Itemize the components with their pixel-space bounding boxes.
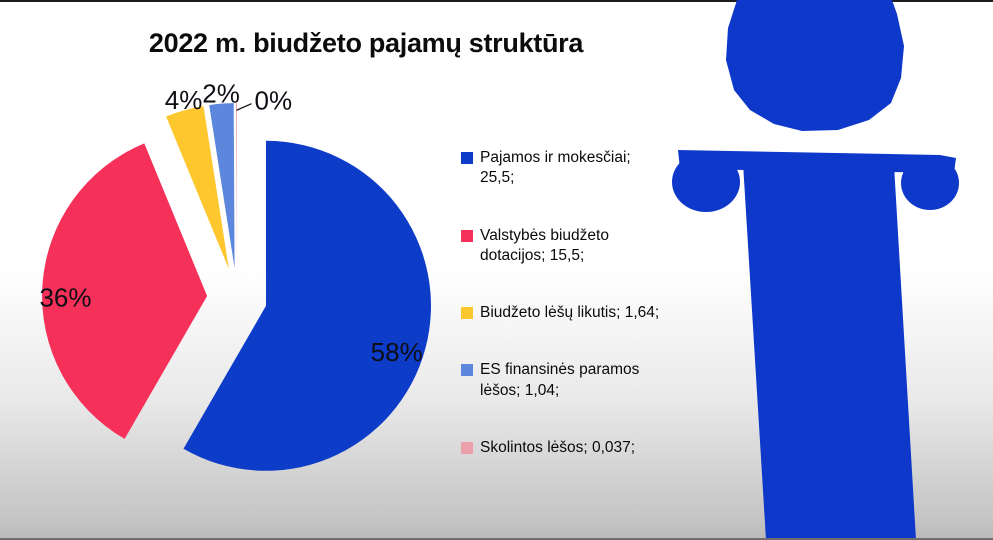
pie-slice-1: [183, 140, 431, 471]
pie-slice-2: [42, 143, 208, 439]
pie-percent-label: 58%: [371, 337, 423, 367]
legend-swatch: [461, 364, 473, 377]
column-volute-right: [901, 156, 959, 210]
legend-label: Skolintos lėšos; 0,037;: [480, 438, 636, 456]
pie-slice-3: [166, 106, 229, 270]
legend-item-1: Pajamos ir mokesčiai; 25,5;: [461, 148, 661, 189]
legend-label: Valstybės biudžeto dotacijos; 15,5;: [480, 226, 609, 264]
pie-chart: 58% 36% 4% 2% 0%: [39, 78, 431, 471]
legend-swatch: [461, 307, 473, 319]
pie-slice-5: [236, 102, 237, 268]
top-edge-line: [0, 0, 993, 2]
legend-item-2: Valstybės biudžeto dotacijos; 15,5;: [461, 226, 661, 267]
chart-title: 2022 m. biudžeto pajamų struktūra: [148, 28, 584, 58]
pie-percent-label: 36%: [39, 283, 91, 313]
legend-label: Pajamos ir mokesčiai; 25,5;: [480, 149, 631, 187]
pie-percent-label: 4%: [165, 85, 203, 115]
legend-swatch: [461, 441, 473, 454]
chart-legend: Pajamos ir mokesčiai; 25,5; Valstybės biu…: [461, 148, 661, 458]
column-logo: [672, 0, 959, 540]
legend-label: Biudžeto lėšų likutis; 1,64;: [480, 304, 660, 321]
legend-swatch: [461, 152, 473, 164]
column-shaft: [743, 163, 916, 540]
pie-percent-label: 0%: [255, 86, 293, 116]
label-leader-line: [236, 103, 252, 111]
pie-slice-4: [209, 103, 235, 269]
legend-item-4: ES finansinės paramos lėšos; 1,04;: [461, 360, 661, 401]
legend-item-5: Skolintos lėšos; 0,037;: [461, 438, 661, 458]
bottom-edge-line: [0, 538, 993, 540]
column-volute-left: [672, 152, 740, 212]
column-dot: [726, 0, 904, 131]
legend-swatch: [461, 229, 473, 242]
legend-label: ES finansinės paramos lėšos; 1,04;: [480, 361, 640, 399]
legend-item-3: Biudžeto lėšų likutis; 1,64;: [461, 303, 661, 323]
pie-percent-label: 2%: [202, 78, 240, 108]
